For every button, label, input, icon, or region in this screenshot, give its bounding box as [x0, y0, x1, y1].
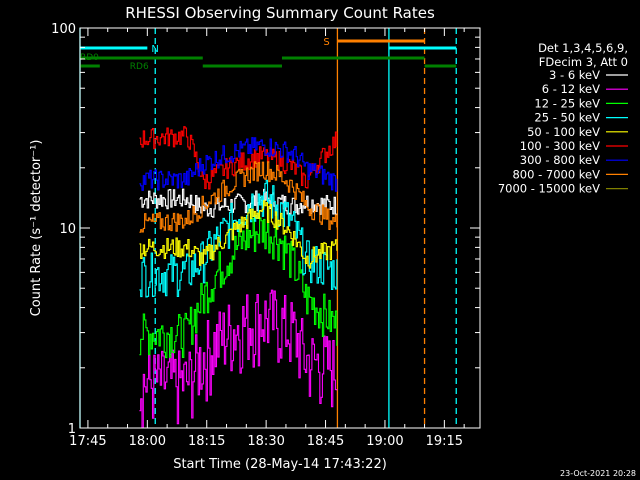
series-line-6 [139, 137, 338, 192]
decimation-label-0: RD0 [80, 53, 99, 63]
chart-title: RHESSI Observing Summary Count Rates [125, 4, 435, 22]
x-tick-label-6: 19:15 [426, 434, 463, 449]
footer-date: 23-Oct-2021 20:28 [560, 469, 636, 478]
legend-label-5: 100 - 300 keV [520, 139, 600, 153]
legend-label-7: 800 - 7000 keV [512, 167, 600, 181]
x-tick-label-1: 18:00 [129, 434, 166, 449]
attenuator-label-0: N [151, 44, 158, 55]
x-tick-label-3: 18:30 [247, 434, 284, 449]
legend-label-1: 6 - 12 keV [542, 82, 600, 96]
series-line-7 [139, 161, 338, 233]
attenuator-label-1: S [323, 37, 329, 48]
series-line-5 [139, 126, 338, 190]
y-tick-label-0: 1 [68, 422, 76, 437]
plot-data: N S RD0 RD6 [79, 28, 457, 429]
axes-frame: 17:45 18:00 18:15 18:30 18:45 19:00 19:15 1 10 10… [51, 22, 481, 449]
legend-header-line-2: FDecim 3, Att 0 [539, 55, 628, 69]
x-tick-label-0: 17:45 [69, 434, 106, 449]
legend-label-6: 300 - 800 keV [520, 153, 600, 167]
y-tick-label-1: 10 [59, 222, 76, 237]
x-tick-label-4: 18:45 [307, 434, 344, 449]
y-axis-label: Count Rate (s⁻¹ detector⁻¹) [29, 140, 44, 317]
series-line-3 [139, 179, 338, 298]
x-tick-label-5: 19:00 [366, 434, 403, 449]
x-tick-label-2: 18:15 [188, 434, 225, 449]
series-line-0 [139, 188, 338, 218]
legend-header-line-1: Det 1,3,4,5,6,9, [538, 41, 628, 55]
legend-label-2: 12 - 25 keV [534, 96, 600, 110]
decimation-label-1: RD6 [130, 62, 149, 72]
legend-label-4: 50 - 100 keV [527, 125, 600, 139]
series-line-2 [139, 217, 338, 359]
legend-label-3: 25 - 50 keV [534, 111, 600, 125]
series-line-4 [139, 200, 338, 269]
legend-label-0: 3 - 6 keV [549, 68, 600, 82]
legend-label-8: 7000 - 15000 keV [498, 182, 600, 196]
y-tick-label-2: 100 [51, 22, 76, 37]
x-axis-label: Start Time (28-May-14 17:43:22) [173, 457, 387, 472]
